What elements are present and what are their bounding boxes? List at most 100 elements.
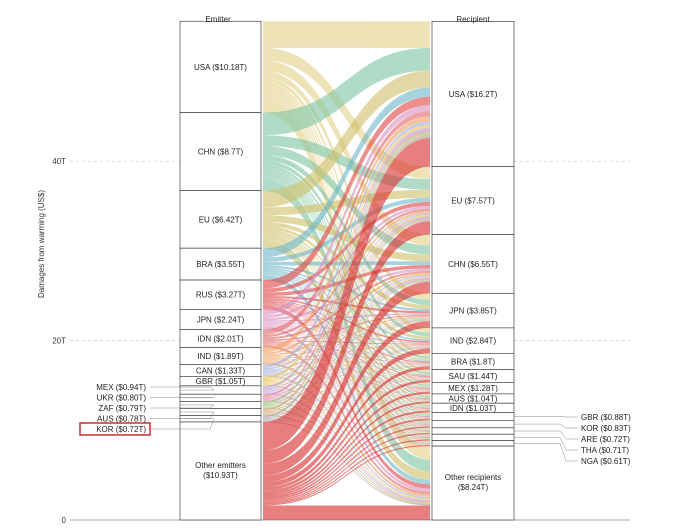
flow-gbr-to-idn — [263, 383, 430, 410]
flow-mex-to-other — [263, 392, 430, 502]
emitter-column-header: Emitter — [205, 15, 231, 24]
recipient-node-chn — [431, 234, 515, 294]
flow-mex-to-jpn — [263, 318, 430, 391]
flow-idn-to-sau — [263, 342, 430, 378]
flow-zaf-to-gbr — [263, 406, 430, 419]
y-tick-label-20t: 20T — [52, 337, 66, 346]
flow-ind-to-idn — [263, 360, 430, 410]
emitter-label-can: CAN ($1.33T) — [196, 366, 246, 375]
emitter-label-usa: USA ($10.18T) — [194, 63, 247, 72]
recipient-label-are: ARE ($0.72T) — [581, 435, 630, 444]
highlight-box-kor — [79, 422, 151, 436]
flow-zaf-to-tha — [263, 407, 430, 440]
flow-layer — [263, 21, 430, 520]
flow-jpn-to-aus — [263, 324, 430, 400]
flow-other-to-sau — [263, 379, 430, 493]
flow-ukr-to-sau — [263, 379, 430, 400]
flow-can-to-tha — [263, 374, 430, 439]
flow-mex-to-gbr — [263, 392, 430, 419]
emitter-leader-kor — [150, 418, 215, 430]
flow-eu-to-mex — [263, 232, 430, 388]
flow-ukr-to-nga — [263, 400, 430, 445]
flow-bra-to-eu — [263, 197, 430, 262]
flow-gbr-to-aus — [263, 383, 430, 401]
recipient-label-ind: IND ($2.84T) — [450, 337, 497, 346]
flow-bra-to-usa — [263, 87, 430, 258]
emitter-label-zaf: ZAF ($0.79T) — [98, 404, 146, 413]
flow-aus-to-eu — [263, 219, 430, 412]
recipient-label-eu: EU ($7.57T) — [451, 197, 495, 206]
flow-can-to-idn — [263, 373, 430, 410]
flow-eu-to-usa — [263, 70, 430, 208]
flow-mex-to-kor — [263, 392, 430, 426]
flow-chn-to-other — [263, 179, 430, 472]
emitter-label-eu: EU ($6.42T) — [199, 215, 243, 224]
flow-gbr-to-are — [263, 384, 430, 433]
flow-zaf-to-bra — [263, 365, 430, 407]
flow-other-to-aus — [263, 401, 430, 498]
flow-kor-to-eu — [263, 220, 430, 419]
flow-idn-to-jpn — [263, 314, 430, 341]
flow-aus-to-aus — [263, 401, 430, 414]
flow-other-to-gbr — [263, 418, 430, 501]
recipient-label-kor: KOR ($0.83T) — [581, 424, 631, 433]
flow-usa-to-gbr — [263, 92, 430, 414]
flow-other-to-other — [263, 505, 430, 520]
flow-ind-to-bra — [263, 358, 430, 365]
flow-other-to-bra — [263, 366, 430, 491]
flow-chn-to-usa — [263, 47, 430, 136]
flow-chn-to-sau — [263, 167, 430, 374]
emitter-label-idn: IDN ($2.01T) — [197, 334, 244, 343]
label-layer: USA ($10.18T) CHN ($8.7T) EU ($6.42T) BRA (… — [79, 63, 631, 492]
flow-jpn-to-ind — [263, 321, 430, 344]
flow-usa-to-eu — [263, 47, 430, 180]
flow-jpn-to-usa — [263, 105, 430, 316]
recipient-node-tha — [431, 433, 515, 441]
y-tick-label-0: 0 — [62, 516, 67, 525]
flow-rus-to-idn — [263, 302, 430, 409]
flow-bra-to-tha — [263, 274, 430, 438]
flow-rus-to-kor — [263, 303, 430, 425]
flow-ukr-to-other — [263, 400, 430, 503]
recipient-label-gbr: GBR ($0.88T) — [581, 413, 631, 422]
flow-can-to-chn — [263, 275, 430, 371]
flow-gbr-to-nga — [263, 384, 430, 445]
flow-usa-to-aus — [263, 89, 430, 396]
recipient-node-ind — [431, 327, 515, 354]
flow-usa-to-usa — [263, 21, 430, 48]
recipient-node-are — [431, 427, 515, 435]
recipient-label-chn: CHN ($6.55T) — [448, 260, 498, 269]
emitter-label-aus: AUS ($0.78T) — [97, 415, 146, 424]
recipient-label-mex: MEX ($1.28T) — [448, 384, 498, 393]
flow-mex-to-sau — [263, 378, 430, 392]
recipient-label-jpn: JPN ($3.85T) — [449, 307, 497, 316]
flow-kor-to-tha — [263, 420, 430, 440]
flow-gbr-to-mex — [263, 383, 430, 391]
emitter-label-other: Other emitters ($10.93T) — [195, 461, 246, 480]
flow-jpn-to-jpn — [263, 313, 430, 322]
flow-idn-to-nga — [263, 344, 430, 445]
emitter-label-ind: IND ($1.89T) — [197, 352, 244, 361]
recipient-label-sau: SAU ($1.44T) — [449, 372, 498, 381]
flow-jpn-to-eu — [263, 205, 430, 318]
flow-aus-to-usa — [263, 134, 430, 411]
flow-zaf-to-nga — [263, 407, 430, 445]
flow-gbr-to-usa — [263, 124, 430, 380]
recipient-leader-gbr — [514, 416, 578, 418]
flow-ind-to-usa — [263, 116, 430, 353]
emitter-node-other — [179, 421, 262, 521]
emitter-label-gbr: GBR ($1.05T) — [196, 377, 246, 386]
flow-other-to-are — [263, 432, 430, 504]
flow-rus-to-usa — [263, 96, 430, 289]
flow-rus-to-other — [263, 305, 430, 489]
emitter-label-rus: RUS ($3.27T) — [196, 291, 246, 300]
flow-mex-to-mex — [263, 390, 430, 393]
flow-gbr-to-tha — [263, 384, 430, 439]
flow-can-to-bra — [263, 364, 430, 373]
emitter-label-kor: KOR ($0.72T) — [96, 425, 146, 434]
flow-eu-to-chn — [263, 215, 430, 262]
flow-kor-to-aus — [263, 401, 430, 421]
emitter-leader-mex — [150, 386, 215, 391]
flow-kor-to-other — [263, 421, 430, 506]
